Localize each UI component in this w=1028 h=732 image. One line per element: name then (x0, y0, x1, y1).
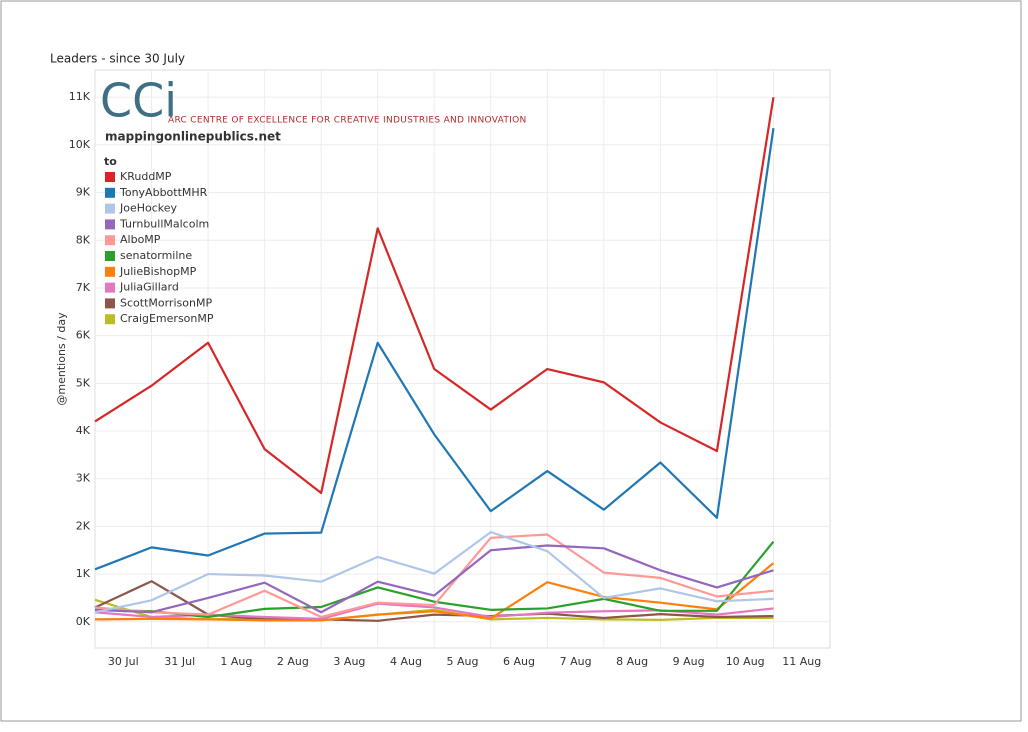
line-series (94, 97, 775, 495)
y-axis-label: @mentions / day (55, 312, 68, 406)
x-tick-label: 31 Jul (164, 655, 195, 668)
line-series (94, 128, 775, 571)
y-tick-label: 1K (76, 567, 91, 580)
legend-label: KRuddMP (120, 170, 172, 183)
line-series (94, 531, 774, 614)
y-tick-label: 5K (76, 376, 91, 389)
legend-swatch (105, 172, 115, 182)
line-series (94, 540, 775, 619)
logo-name: ARC CENTRE OF EXCELLENCE FOR CREATIVE IN… (168, 116, 527, 126)
legend-label: JuliaGillard (119, 281, 179, 294)
logo-mark: CCi (100, 74, 177, 128)
y-tick-label: 9K (76, 186, 91, 199)
legend-swatch (105, 251, 115, 261)
legend-swatch (105, 187, 115, 198)
line-series (94, 562, 775, 622)
x-tick-label: 10 Aug (726, 655, 765, 668)
legend-label: TurnbullMalcolm (119, 217, 209, 230)
line-series (94, 533, 774, 619)
x-tick-label: 11 Aug (782, 655, 821, 668)
y-tick-label: 4K (76, 424, 91, 437)
x-tick-label: 8 Aug (616, 655, 648, 668)
x-tick-label: 4 Aug (390, 655, 422, 668)
y-tick-label: 10K (69, 138, 91, 151)
legend-swatch (105, 219, 115, 230)
legend-swatch (105, 298, 115, 309)
legend-title: to (104, 155, 117, 168)
line-series (94, 544, 774, 614)
legend-label: TonyAbbottMHR (119, 186, 208, 199)
y-tick-label: 2K (76, 519, 91, 532)
legend-swatch (105, 266, 115, 277)
legend-label: senatormilne (120, 249, 192, 262)
legend-label: CraigEmersonMP (120, 312, 214, 325)
y-tick-label: 11K (69, 90, 91, 103)
legend-swatch (105, 235, 115, 246)
logo: CCi ARC CENTRE OF EXCELLENCE FOR CREATIV… (100, 74, 527, 144)
y-tick-label: 3K (76, 472, 91, 485)
legend-label: ScottMorrisonMP (120, 296, 212, 309)
y-tick-label: 7K (76, 281, 91, 294)
x-tick-label: 30 Jul (108, 655, 139, 668)
y-tick-label: 6K (76, 329, 91, 342)
x-tick-label: 6 Aug (503, 655, 535, 668)
legend-swatch (105, 314, 115, 325)
plot-area (94, 69, 831, 649)
legend-swatch (105, 203, 115, 214)
x-tick-label: 7 Aug (560, 655, 592, 668)
x-tick-label: 9 Aug (673, 655, 705, 668)
legend-label: JulieBishopMP (119, 265, 197, 278)
x-tick-label: 2 Aug (277, 655, 309, 668)
x-tick-label: 3 Aug (333, 655, 365, 668)
y-tick-label: 8K (76, 233, 91, 246)
logo-site: mappingonlinepublics.net (105, 130, 281, 144)
legend-label: JoeHockey (119, 202, 178, 215)
chart-title: Leaders - since 30 July (50, 52, 185, 66)
legend-swatch (105, 282, 115, 293)
legend-label: AlboMP (120, 233, 161, 246)
y-tick-label: 0K (76, 615, 91, 628)
x-tick-label: 5 Aug (447, 655, 479, 668)
x-tick-label: 1 Aug (220, 655, 252, 668)
